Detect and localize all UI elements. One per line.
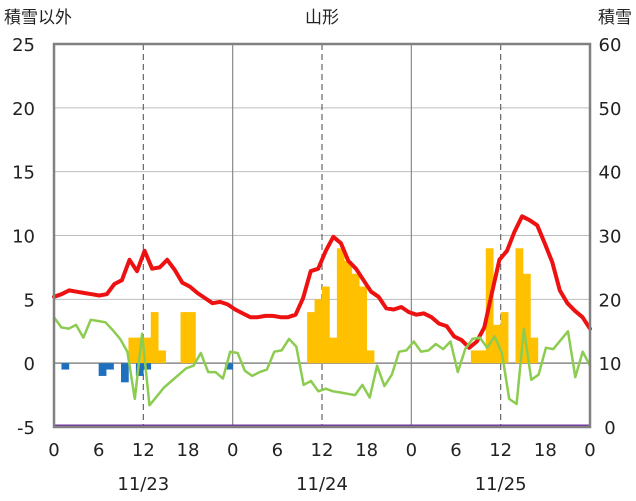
orange-bars-bar [359, 286, 367, 364]
y-right-tick-label: 30 [599, 227, 622, 248]
orange-bars-bar [322, 286, 330, 364]
orange-bars-bar [143, 337, 152, 364]
y-left-tick-label: -5 [17, 418, 35, 439]
orange-bars-bar [180, 312, 189, 364]
orange-bars-bar [150, 312, 159, 364]
blue-bars-bar [106, 363, 114, 370]
x-tick-label: 0 [406, 440, 417, 461]
orange-bars-bar [188, 312, 196, 364]
orange-bars-bar [478, 350, 487, 364]
orange-bars-bar [515, 248, 524, 364]
y-right-tick-label: 40 [599, 163, 622, 184]
x-tick-label: 0 [584, 440, 595, 461]
date-label: 11/25 [475, 474, 527, 495]
orange-bars-bar [329, 337, 338, 364]
orange-bars-bar [314, 299, 323, 364]
blue-bars-bar [121, 363, 129, 383]
x-tick-label: 18 [355, 440, 378, 461]
x-tick-label: 12 [311, 440, 334, 461]
right-axis-title: 積雪 [598, 8, 632, 28]
y-right-tick-label: 20 [599, 290, 622, 311]
y-left-tick-label: 20 [12, 99, 35, 120]
x-tick-label: 6 [272, 440, 283, 461]
orange-bars-bar [344, 261, 353, 364]
y-left-tick-label: 15 [12, 163, 35, 184]
y-left-tick-label: 0 [24, 354, 35, 375]
y-left-tick-label: 10 [12, 227, 35, 248]
orange-bars-bar [500, 312, 509, 364]
blue-bars-bar [61, 363, 70, 370]
x-tick-label: 6 [93, 440, 104, 461]
x-tick-label: 0 [48, 440, 59, 461]
left-axis-title: 積雪以外 [4, 8, 72, 28]
y-right-tick-label: 60 [599, 35, 622, 56]
y-left-tick-label: 5 [24, 290, 35, 311]
y-right-tick-label: 50 [599, 99, 622, 120]
orange-bars-bar [128, 337, 137, 364]
x-tick-label: 6 [450, 440, 461, 461]
orange-bars-bar [530, 337, 539, 364]
date-label: 11/24 [296, 474, 348, 495]
chart-title: 山形 [305, 8, 339, 28]
y-right-tick-label: 10 [599, 354, 622, 375]
red-line [52, 214, 592, 350]
green-line [52, 315, 592, 407]
orange-bars-bar [470, 350, 479, 364]
orange-bars-bar [307, 312, 315, 364]
orange-bars-bar [366, 350, 375, 364]
y-right-tick-label: 0 [604, 418, 615, 439]
x-tick-label: 12 [489, 440, 512, 461]
blue-bars-bar [135, 363, 144, 376]
x-tick-label: 18 [177, 440, 200, 461]
date-label: 11/23 [117, 474, 169, 495]
orange-bars-bar [336, 248, 345, 364]
blue-bars-bar [225, 363, 233, 370]
plot-frame [52, 42, 592, 429]
orange-bars-bar [351, 273, 360, 364]
x-tick-label: 18 [534, 440, 557, 461]
orange-bars-bar [523, 273, 531, 364]
x-tick-label: 0 [227, 440, 238, 461]
orange-bars-bar [158, 350, 166, 364]
x-tick-label: 12 [132, 440, 155, 461]
blue-bars-bar [143, 363, 152, 370]
blue-bars-bar [98, 363, 107, 376]
y-left-tick-label: 25 [12, 35, 35, 56]
